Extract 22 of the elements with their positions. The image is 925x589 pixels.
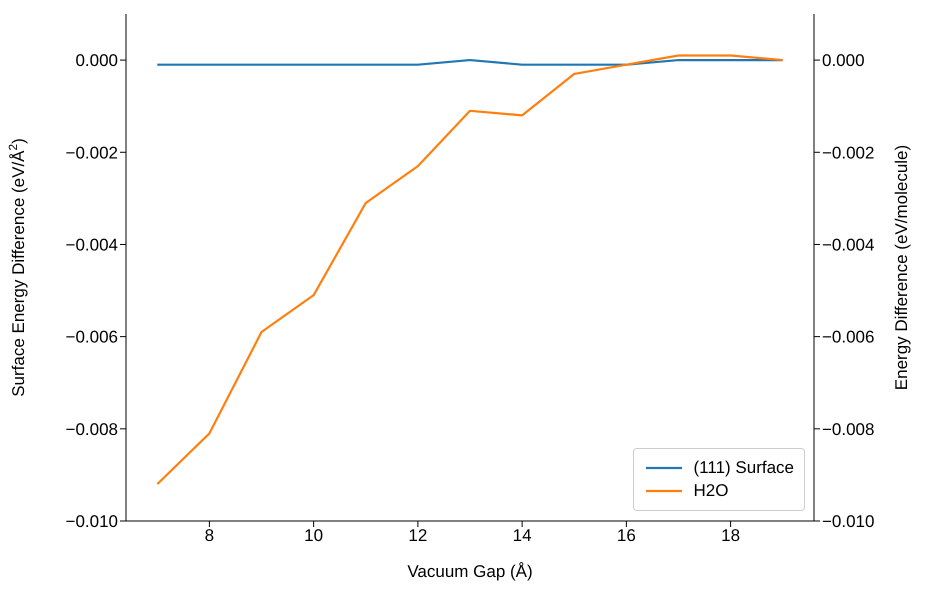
x-tick-label: 12 — [408, 526, 428, 546]
x-tick-label: 8 — [204, 526, 214, 546]
y-tick-label: −0.006 — [66, 328, 118, 347]
y2-tick-label: −0.006 — [822, 328, 874, 347]
x-tick-label: 10 — [304, 526, 324, 546]
x-tick-label: 14 — [512, 526, 532, 546]
y-tick-label: −0.002 — [66, 143, 118, 162]
x-axis-title: Vacuum Gap (Å) — [407, 562, 533, 581]
legend-label: (111) Surface — [694, 458, 794, 478]
x-tick-label: 16 — [616, 526, 636, 546]
y-tick-label: −0.004 — [66, 235, 118, 254]
legend-label: H2O — [694, 481, 728, 501]
y-tick-label: −0.008 — [66, 420, 118, 439]
y-tick-label: 0.000 — [75, 51, 118, 70]
y-tick-label: −0.010 — [66, 512, 118, 532]
y2-tick-label: −0.010 — [822, 512, 874, 532]
y2-tick-label: 0.000 — [822, 51, 865, 70]
x-tick-label: 18 — [721, 526, 740, 546]
y2-tick-label: −0.002 — [822, 143, 874, 162]
y2-axis-title: Energy Difference (eV/molecule) — [892, 144, 911, 390]
y2-tick-label: −0.008 — [822, 420, 874, 439]
y2-tick-label: −0.004 — [822, 235, 874, 254]
